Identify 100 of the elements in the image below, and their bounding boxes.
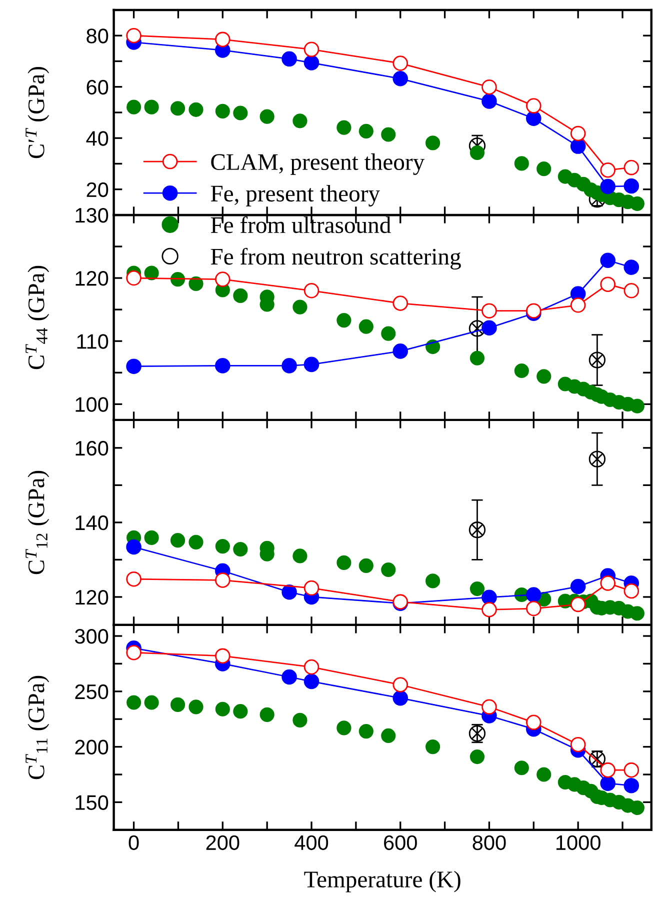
point [570, 596, 586, 612]
point [188, 700, 204, 714]
point [526, 587, 542, 602]
point [358, 558, 374, 573]
point [170, 101, 186, 116]
point [600, 576, 616, 591]
y-tick-label: 200 [75, 740, 108, 755]
point [126, 270, 142, 286]
point [588, 450, 606, 468]
point [292, 548, 308, 564]
point [126, 100, 142, 114]
point [336, 312, 352, 328]
point [260, 109, 274, 124]
y-axis-title: C$^{T}$$_{12}$ (GPa) [26, 470, 50, 574]
legend-label: Fe from neutron scattering [210, 248, 461, 270]
point [482, 699, 497, 715]
legend-label: CLAM, present theory [211, 153, 425, 175]
y-tick-label: 20 [86, 182, 108, 198]
point [358, 124, 374, 138]
point [215, 538, 230, 554]
point [282, 358, 297, 374]
point [426, 740, 440, 754]
point [392, 71, 408, 86]
x-tick-label: 600 [384, 835, 417, 850]
y-tick-label: 120 [76, 590, 108, 605]
point [144, 100, 159, 114]
point [468, 320, 486, 337]
point [188, 102, 204, 117]
point [426, 574, 440, 588]
y-tick-label: 120 [76, 271, 108, 286]
point [570, 126, 586, 142]
point [358, 724, 374, 739]
point [126, 358, 142, 374]
y-tick-label: 80 [86, 28, 108, 44]
x-tick-label: 800 [472, 835, 506, 850]
point [468, 522, 486, 538]
point [336, 555, 352, 570]
point [126, 644, 142, 660]
point [514, 156, 529, 171]
point [215, 32, 230, 48]
point [630, 398, 644, 414]
point [304, 55, 320, 70]
y-tick-label: 300 [74, 629, 108, 644]
point [304, 356, 320, 372]
y-tick-label: 140 [76, 515, 108, 530]
x-axis-title: Temperature (K) [304, 870, 460, 892]
point [570, 736, 586, 752]
legend-label: Fe, present theory [210, 184, 380, 206]
point [215, 702, 230, 716]
point [381, 127, 396, 142]
point [215, 358, 230, 374]
point [381, 326, 396, 341]
point [282, 51, 297, 67]
point [570, 298, 586, 313]
point [470, 581, 485, 596]
point [336, 720, 352, 736]
point [126, 539, 142, 555]
point [392, 344, 408, 359]
point [233, 704, 248, 719]
point [233, 288, 248, 303]
point [126, 695, 142, 710]
y-tick-label: 60 [86, 80, 108, 95]
legend-label: Fe from ultrasound [210, 216, 391, 234]
point [215, 648, 230, 664]
point [304, 674, 320, 690]
point [292, 712, 308, 728]
point [536, 369, 552, 384]
point [470, 350, 485, 366]
point [630, 800, 644, 816]
point [292, 114, 308, 128]
y-tick-label: 40 [86, 131, 108, 146]
y-axis-title: C$^{T}$$_{11}$ (GPa) [26, 676, 50, 780]
x-tick-label: 1000 [556, 835, 600, 850]
y-tick-label: 150 [76, 795, 108, 810]
y-tick-label: 100 [76, 397, 108, 412]
point [215, 104, 230, 118]
point [126, 28, 142, 44]
y-tick-label: 160 [76, 440, 108, 456]
point [600, 776, 616, 792]
point [570, 138, 586, 154]
point [482, 590, 497, 605]
point [292, 300, 308, 314]
point [482, 320, 497, 336]
point [482, 602, 497, 618]
point [624, 178, 640, 194]
point [624, 778, 640, 794]
point [233, 542, 248, 557]
point [144, 266, 159, 280]
point [282, 584, 297, 600]
point [144, 530, 159, 546]
point [624, 583, 640, 599]
point [170, 533, 186, 548]
point [470, 145, 485, 160]
point [630, 196, 644, 211]
point [358, 319, 374, 334]
point [536, 767, 552, 782]
point [260, 707, 274, 722]
point [600, 252, 616, 268]
point [233, 106, 248, 120]
y-tick-label: 130 [76, 208, 108, 223]
